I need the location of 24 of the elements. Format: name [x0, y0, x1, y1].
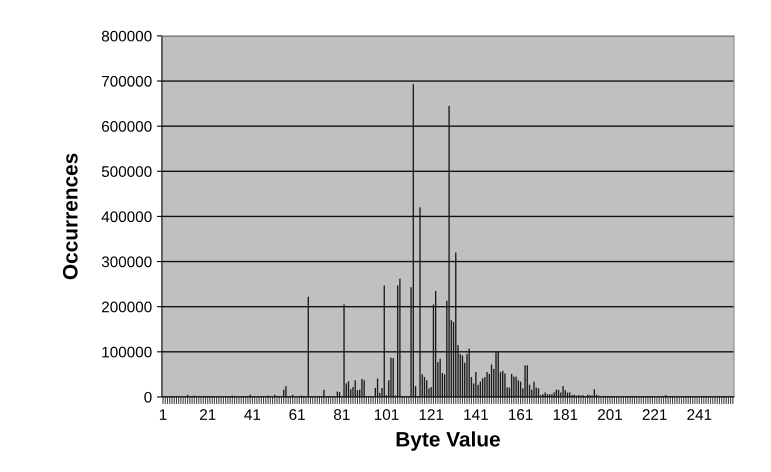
x-axis-title: Byte Value	[396, 431, 500, 451]
x-tick-label: 201	[598, 409, 622, 420]
x-tick-label: 141	[464, 409, 488, 420]
x-tick-label: 21	[200, 409, 216, 420]
y-tick-label: 200000	[102, 302, 152, 312]
y-tick-label: 800000	[102, 30, 152, 42]
x-tick-label: 181	[554, 409, 578, 420]
x-tick-label: 161	[509, 409, 533, 420]
x-tick-label: 41	[244, 409, 260, 420]
x-tick-label: 121	[420, 409, 444, 420]
x-tick-label: 101	[374, 409, 398, 420]
x-tick-label: 1	[160, 409, 167, 420]
y-tick-label: 300000	[102, 256, 152, 268]
x-tick-label: 241	[687, 409, 712, 420]
x-tick-label: 221	[642, 409, 667, 420]
y-tick-label: 100000	[102, 346, 152, 358]
x-tick-label: 81	[334, 409, 350, 420]
y-tick-label: 700000	[102, 76, 152, 87]
y-axis-title: Occurrences	[62, 154, 78, 280]
y-tick-label: 400000	[102, 211, 152, 222]
y-tick-label: 0	[144, 392, 152, 403]
y-tick-label: 600000	[102, 121, 152, 132]
x-tick-label: 61	[289, 409, 305, 420]
y-tick-label: 500000	[102, 166, 152, 177]
